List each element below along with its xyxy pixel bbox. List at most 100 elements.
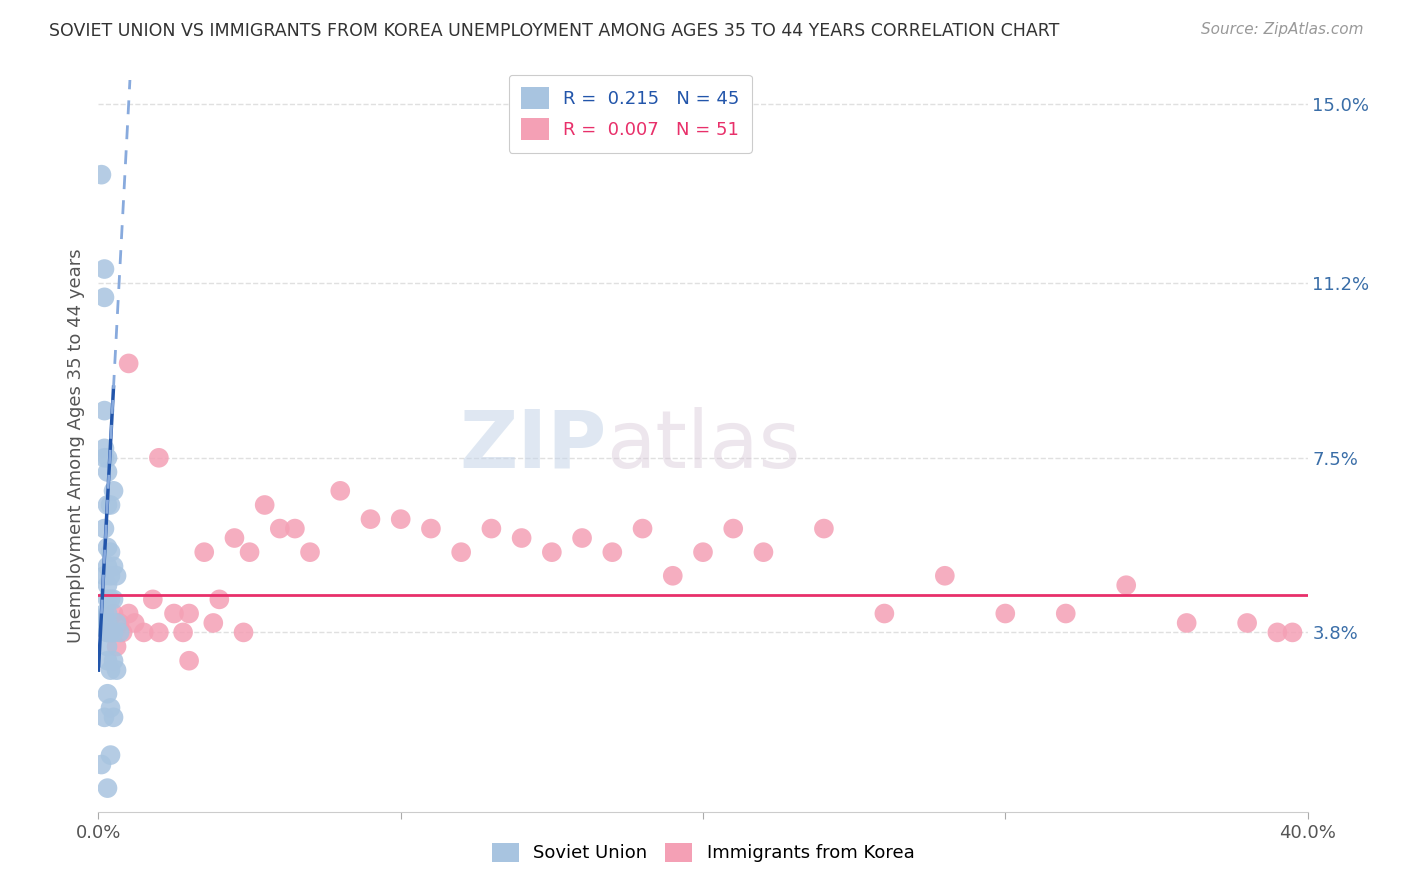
Point [148, 625, 170, 640]
Point [994, 607, 1017, 621]
Point [100, 498, 122, 512]
Point [93, 710, 115, 724]
Legend: Soviet Union, Immigrants from Korea: Soviet Union, Immigrants from Korea [484, 836, 922, 870]
Point [723, 522, 745, 536]
Legend: R =  0.215   N = 45, R =  0.007   N = 51: R = 0.215 N = 45, R = 0.007 N = 51 [509, 75, 752, 153]
Point [100, 568, 122, 582]
Point [96, 625, 118, 640]
Point [96, 498, 118, 512]
Point [96, 654, 118, 668]
Point [813, 522, 835, 536]
Y-axis label: Unemployment Among Ages 35 to 44 years: Unemployment Among Ages 35 to 44 years [66, 249, 84, 643]
Point [103, 607, 125, 621]
Point [108, 615, 131, 630]
Point [93, 262, 115, 277]
Point [93, 568, 115, 582]
Point [93, 442, 115, 456]
Point [1054, 607, 1077, 621]
Point [93, 450, 115, 465]
Point [661, 568, 683, 582]
Point [100, 748, 122, 763]
Point [96, 625, 118, 640]
Point [96, 465, 118, 479]
Point [105, 640, 128, 654]
Point [299, 545, 322, 559]
Point [93, 607, 115, 621]
Point [571, 531, 593, 545]
Text: ZIP: ZIP [458, 407, 606, 485]
Point [540, 545, 562, 559]
Point [179, 607, 201, 621]
Point [193, 545, 215, 559]
Point [124, 615, 146, 630]
Point [93, 522, 115, 536]
Point [450, 545, 472, 559]
Point [692, 545, 714, 559]
Point [1236, 615, 1258, 630]
Point [873, 607, 896, 621]
Text: atlas: atlas [606, 407, 800, 485]
Point [142, 592, 165, 607]
Point [284, 522, 307, 536]
Point [96, 640, 118, 654]
Point [96, 615, 118, 630]
Point [329, 483, 352, 498]
Point [934, 568, 956, 582]
Point [208, 592, 231, 607]
Point [96, 559, 118, 574]
Point [224, 531, 246, 545]
Text: SOVIET UNION VS IMMIGRANTS FROM KOREA UNEMPLOYMENT AMONG AGES 35 TO 44 YEARS COR: SOVIET UNION VS IMMIGRANTS FROM KOREA UN… [49, 22, 1060, 40]
Point [179, 654, 201, 668]
Point [239, 545, 262, 559]
Point [96, 781, 118, 796]
Point [163, 607, 186, 621]
Text: Source: ZipAtlas.com: Source: ZipAtlas.com [1201, 22, 1364, 37]
Point [1115, 578, 1137, 592]
Point [93, 403, 115, 417]
Point [752, 545, 775, 559]
Point [105, 615, 128, 630]
Point [96, 687, 118, 701]
Point [420, 522, 443, 536]
Point [96, 578, 118, 592]
Point [111, 625, 134, 640]
Point [602, 545, 624, 559]
Point [1267, 625, 1289, 640]
Point [100, 701, 122, 715]
Point [103, 625, 125, 640]
Point [100, 663, 122, 677]
Point [631, 522, 654, 536]
Point [100, 545, 122, 559]
Point [118, 607, 141, 621]
Point [90, 757, 112, 772]
Point [172, 625, 194, 640]
Point [103, 710, 125, 724]
Point [103, 654, 125, 668]
Point [108, 625, 131, 640]
Point [105, 663, 128, 677]
Point [202, 615, 225, 630]
Point [148, 450, 170, 465]
Point [93, 290, 115, 304]
Point [90, 168, 112, 182]
Point [1175, 615, 1198, 630]
Point [269, 522, 291, 536]
Point [118, 356, 141, 370]
Point [132, 625, 155, 640]
Point [90, 615, 112, 630]
Point [232, 625, 254, 640]
Point [103, 592, 125, 607]
Point [481, 522, 503, 536]
Point [100, 625, 122, 640]
Point [253, 498, 276, 512]
Point [1281, 625, 1303, 640]
Point [100, 592, 122, 607]
Point [96, 592, 118, 607]
Point [510, 531, 533, 545]
Point [389, 512, 412, 526]
Point [103, 559, 125, 574]
Point [96, 607, 118, 621]
Point [105, 568, 128, 582]
Point [96, 541, 118, 555]
Point [96, 450, 118, 465]
